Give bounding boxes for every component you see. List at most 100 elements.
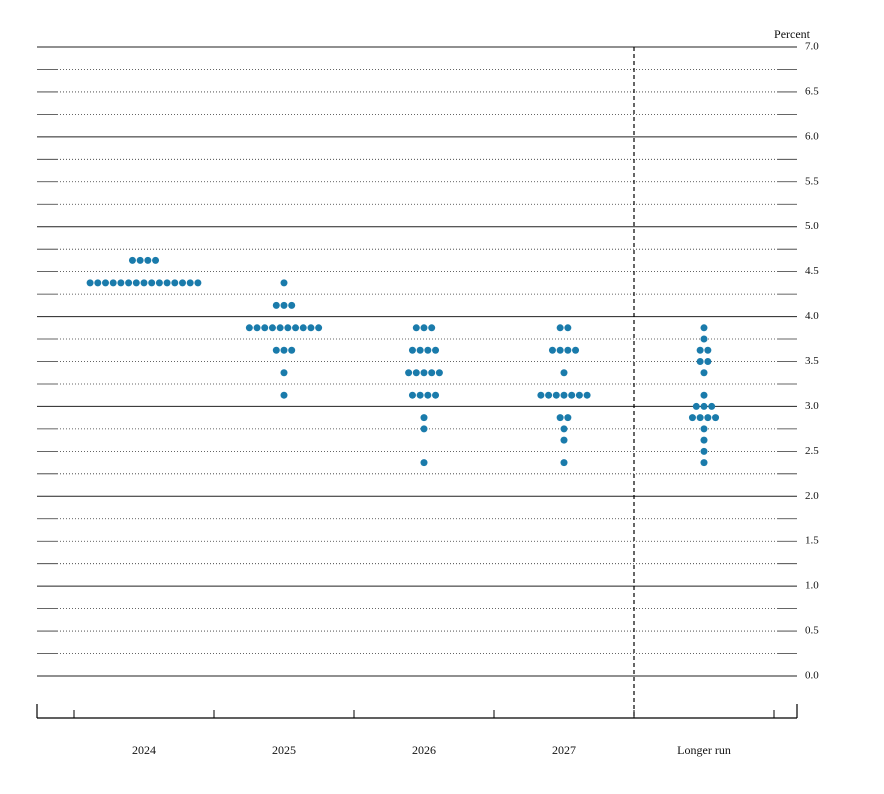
dot (712, 414, 720, 422)
dot (194, 279, 202, 287)
dot (284, 324, 292, 332)
dot (299, 324, 307, 332)
dot (572, 346, 580, 354)
dot (700, 447, 708, 455)
dot (152, 256, 160, 264)
dot (560, 459, 568, 467)
dot (700, 436, 708, 444)
dot (435, 369, 443, 377)
dot (428, 324, 436, 332)
dot (148, 279, 156, 287)
dot (548, 346, 556, 354)
y-tick-label: 2.0 (805, 490, 819, 502)
dot (405, 369, 413, 377)
dot (420, 414, 428, 422)
dot (292, 324, 300, 332)
dot (700, 459, 708, 467)
y-tick-label: 4.5 (805, 265, 819, 277)
dot (280, 391, 288, 399)
dot (416, 346, 424, 354)
y-tick-label: 5.5 (805, 175, 819, 187)
dot (537, 391, 545, 399)
dot (692, 402, 700, 410)
dot (700, 425, 708, 433)
dot (700, 402, 708, 410)
y-tick-label: 6.0 (805, 130, 819, 142)
y-tick-label: 3.5 (805, 355, 819, 367)
dot (412, 369, 420, 377)
dot (560, 436, 568, 444)
dot (696, 414, 704, 422)
dot (276, 324, 284, 332)
dot (424, 391, 432, 399)
dot (86, 279, 94, 287)
y-axis-label: Percent (774, 27, 811, 41)
dot (552, 391, 560, 399)
dot (128, 256, 136, 264)
y-tick-label: 3.0 (805, 400, 819, 412)
dot (179, 279, 186, 287)
dot (280, 279, 288, 287)
dot (186, 279, 194, 287)
dot (420, 425, 428, 433)
dot (412, 324, 420, 332)
dot (420, 369, 428, 377)
dot (288, 346, 296, 354)
x-tick-label: 2024 (132, 743, 156, 757)
dot (272, 346, 280, 354)
dot (704, 358, 712, 365)
dot (704, 346, 712, 354)
dot (428, 369, 436, 377)
dot (708, 402, 716, 410)
dot (261, 324, 269, 332)
y-tick-label: 2.5 (805, 445, 819, 457)
dot (140, 279, 148, 287)
dot (408, 391, 416, 399)
dot (564, 324, 572, 332)
dot (280, 346, 288, 354)
dot (704, 414, 712, 422)
dot (420, 459, 428, 467)
dot (700, 369, 708, 377)
y-tick-label: 6.5 (805, 85, 819, 97)
dot (94, 279, 102, 287)
dot (163, 279, 171, 287)
dot (583, 391, 591, 399)
dot (416, 391, 424, 399)
dot (272, 301, 280, 309)
x-tick-label: 2025 (272, 743, 296, 757)
dot (545, 391, 553, 399)
dot (424, 346, 432, 354)
dot (171, 279, 179, 287)
dot (155, 279, 163, 287)
dot (420, 324, 428, 332)
dot (132, 279, 140, 287)
dot (556, 324, 564, 332)
dot (280, 369, 288, 377)
dot (432, 346, 440, 354)
dot (136, 256, 144, 264)
dot (700, 391, 708, 399)
dot (568, 391, 576, 399)
y-tick-label: 0.0 (805, 670, 819, 682)
dot (144, 256, 152, 264)
dot (560, 391, 568, 399)
y-tick-label: 5.0 (805, 220, 819, 232)
dot (564, 346, 572, 354)
dot (564, 414, 572, 422)
dot (700, 335, 708, 343)
dot (560, 425, 568, 433)
dot (556, 346, 564, 354)
dot (117, 279, 125, 287)
dot (696, 346, 704, 354)
dot (696, 358, 704, 365)
x-tick-label: Longer run (677, 743, 731, 757)
dot (125, 279, 133, 287)
dot (268, 324, 276, 332)
dot (688, 414, 696, 422)
y-tick-label: 4.0 (805, 310, 819, 322)
dot (700, 324, 708, 332)
dot (560, 369, 568, 377)
dot (280, 301, 288, 309)
